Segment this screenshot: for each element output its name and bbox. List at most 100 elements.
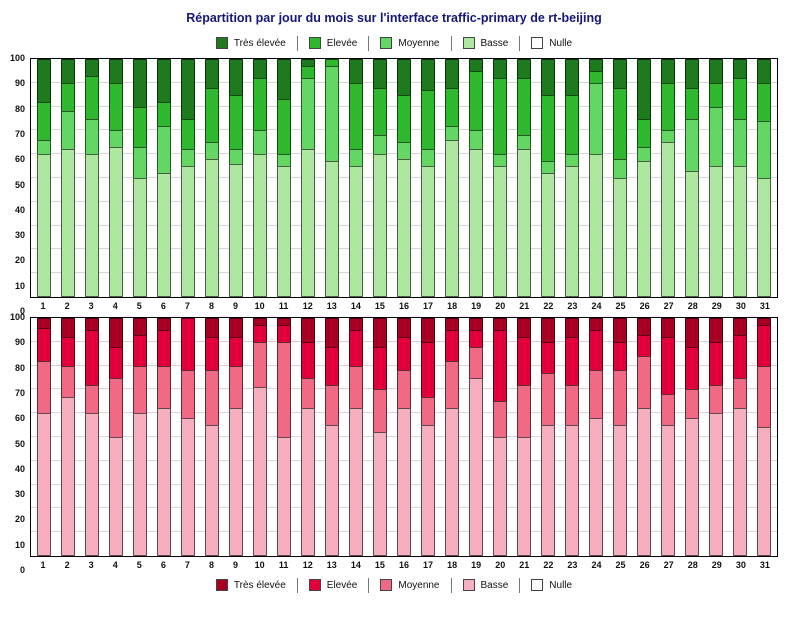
segment-tres-elevee (37, 318, 51, 328)
bar-day-9 (229, 318, 243, 556)
chart-green-traffic: 0 10 20 30 40 50 60 70 80 90 100 1 2 3 4 5 6 7 8 9 10 11 12 13… (2, 53, 778, 316)
y-tick-label: 90 (14, 78, 25, 89)
segment-moyenne (541, 161, 555, 174)
bar-slot (368, 318, 392, 556)
segment-elevee (469, 329, 483, 347)
x-tick-label: 8 (208, 560, 214, 570)
bar-day-16 (397, 318, 411, 556)
segment-elevee (325, 346, 339, 385)
legend-label-basse: Basse (480, 579, 509, 591)
legend-item-nulle: Nulle (520, 37, 583, 49)
segment-elevee (565, 94, 579, 155)
bar-slot (440, 318, 464, 556)
segment-elevee (589, 70, 603, 83)
bar-day-29 (709, 318, 723, 556)
chart-red-traffic: 0 10 20 30 40 50 60 70 80 90 100 1 2 3 4 5 6 7 8 9 10 11 12 13… (2, 312, 778, 575)
segment-tres-elevee (109, 318, 123, 347)
segment-tres-elevee (421, 59, 435, 90)
segment-elevee (445, 329, 459, 361)
segment-basse (349, 408, 363, 556)
legend-bottom: Très élevée Elevée Moyenne Basse Nulle (0, 576, 788, 594)
bar-day-31 (757, 318, 771, 556)
segment-elevee (397, 94, 411, 143)
bar-day-30 (733, 318, 747, 556)
bar-slot (416, 59, 440, 297)
bar-slot (632, 59, 656, 297)
y-tick-label: 30 (14, 230, 25, 241)
legend-swatch-tres-elevee (215, 579, 228, 591)
segment-elevee (85, 329, 99, 385)
segment-basse (493, 166, 507, 297)
segment-tres-elevee (85, 59, 99, 76)
bar-day-27 (661, 59, 675, 297)
segment-elevee (349, 329, 363, 366)
bar-day-24 (589, 59, 603, 297)
segment-basse (469, 377, 483, 556)
x-tick-label: 28 (687, 301, 698, 311)
segment-moyenne (229, 149, 243, 164)
segment-elevee (157, 329, 171, 366)
segment-moyenne (301, 78, 315, 150)
segment-moyenne (493, 154, 507, 167)
segment-elevee (709, 82, 723, 107)
segment-basse (229, 408, 243, 556)
segment-tres-elevee (685, 318, 699, 347)
bar-day-12 (301, 318, 315, 556)
x-tick-label: 12 (302, 301, 313, 311)
bar-slot (464, 318, 488, 556)
segment-moyenne (37, 139, 51, 155)
segment-basse (85, 413, 99, 556)
segment-moyenne (589, 370, 603, 418)
segment-elevee (109, 82, 123, 131)
bar-day-6 (157, 59, 171, 297)
bar-day-1 (37, 59, 51, 297)
plot-wrap: 1 2 3 4 5 6 7 8 9 10 11 12 13 14 15 16 17 18 19 20 21 22 23 24 2… (30, 58, 778, 311)
legend-label-moyenne: Moyenne (398, 37, 440, 49)
segment-tres-elevee (373, 318, 387, 347)
segment-basse (445, 408, 459, 556)
segment-basse (61, 396, 75, 556)
segment-basse (133, 413, 147, 556)
segment-tres-elevee (709, 59, 723, 83)
segment-elevee (109, 346, 123, 378)
bar-day-11 (277, 59, 291, 297)
segment-basse (757, 427, 771, 556)
y-tick-label: 50 (14, 179, 25, 190)
segment-elevee (205, 87, 219, 143)
segment-moyenne (685, 389, 699, 418)
segment-tres-elevee (229, 318, 243, 338)
bar-day-14 (349, 318, 363, 556)
y-tick-label: 100 (9, 312, 25, 322)
segment-elevee (589, 329, 603, 371)
segment-moyenne (469, 130, 483, 150)
legend-label-nulle: Nulle (549, 37, 573, 49)
segment-elevee (373, 346, 387, 390)
segment-elevee (661, 82, 675, 131)
bar-day-30 (733, 59, 747, 297)
bar-day-20 (493, 59, 507, 297)
segment-elevee (325, 59, 339, 67)
segment-tres-elevee (349, 59, 363, 83)
legend-item-moyenne: Moyenne (369, 579, 450, 591)
bar-slot (608, 59, 632, 297)
segment-basse (253, 387, 267, 556)
x-tick-label: 13 (326, 301, 337, 311)
segment-basse (229, 163, 243, 297)
x-axis: 1 2 3 4 5 6 7 8 9 10 11 12 13 14 15 16 17 18 19 20 21 22 23 24 2… (30, 301, 778, 311)
segment-tres-elevee (661, 59, 675, 83)
segment-tres-elevee (421, 318, 435, 342)
bar-day-13 (325, 59, 339, 297)
x-tick-label: 22 (543, 301, 554, 311)
bar-day-3 (85, 318, 99, 556)
bar-day-28 (685, 59, 699, 297)
bar-day-9 (229, 59, 243, 297)
segment-tres-elevee (541, 59, 555, 95)
bar-slot (272, 59, 296, 297)
segment-elevee (349, 82, 363, 150)
plot-wrap: 1 2 3 4 5 6 7 8 9 10 11 12 13 14 15 16 17 18 19 20 21 22 23 24 2… (30, 317, 778, 570)
segment-moyenne (589, 82, 603, 155)
segment-basse (757, 178, 771, 297)
segment-elevee (61, 337, 75, 366)
segment-basse (517, 149, 531, 297)
bar-slot (704, 59, 728, 297)
